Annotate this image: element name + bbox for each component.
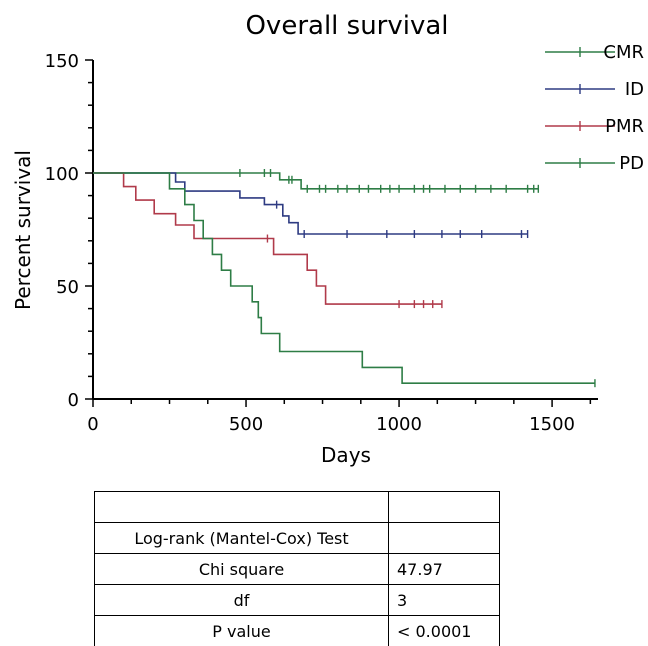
legend-item: PD bbox=[545, 153, 644, 174]
table-cell: 3 bbox=[389, 585, 500, 616]
series-pmr bbox=[93, 173, 442, 308]
table-cell: P value bbox=[95, 616, 389, 646]
legend-label: PD bbox=[619, 153, 644, 174]
table-cell bbox=[95, 492, 389, 523]
x-tick-label: 500 bbox=[229, 414, 263, 435]
legend-item: PMR bbox=[545, 116, 644, 137]
table-cell: 47.97 bbox=[389, 554, 500, 585]
table-row: df 3 bbox=[95, 585, 500, 616]
series-id bbox=[93, 173, 528, 238]
table-cell bbox=[389, 523, 500, 554]
table-cell: df bbox=[95, 585, 389, 616]
table-cell bbox=[389, 492, 500, 523]
chart-title: Overall survival bbox=[245, 11, 448, 41]
y-axis-label: Percent survival bbox=[11, 150, 35, 310]
table-row: Chi square 47.97 bbox=[95, 554, 500, 585]
legend-label: CMR bbox=[603, 42, 644, 63]
x-tick-label: 1000 bbox=[376, 414, 422, 435]
x-tick-label: 1500 bbox=[529, 414, 575, 435]
y-tick-label: 100 bbox=[45, 164, 79, 185]
x-tick-label: 0 bbox=[87, 414, 98, 435]
legend-item: CMR bbox=[545, 42, 644, 63]
table-row bbox=[95, 492, 500, 523]
y-tick-label: 150 bbox=[45, 51, 79, 72]
table-row: Log-rank (Mantel-Cox) Test bbox=[95, 523, 500, 554]
series-line bbox=[93, 173, 528, 234]
table-cell: Log-rank (Mantel-Cox) Test bbox=[95, 523, 389, 554]
legend-label: PMR bbox=[605, 116, 644, 137]
stats-table: Log-rank (Mantel-Cox) Test Chi square 47… bbox=[94, 491, 500, 646]
table-row: P value < 0.0001 bbox=[95, 616, 500, 646]
series-line bbox=[93, 173, 538, 189]
series-line bbox=[93, 173, 595, 383]
series-pd bbox=[93, 173, 595, 387]
x-axis-label: Days bbox=[321, 443, 371, 467]
legend-item: ID bbox=[545, 79, 644, 100]
series-group bbox=[93, 169, 595, 387]
legend: CMR ID PMR PD bbox=[545, 42, 644, 174]
table-cell: < 0.0001 bbox=[389, 616, 500, 646]
table-cell: Chi square bbox=[95, 554, 389, 585]
y-tick-label: 0 bbox=[68, 390, 79, 411]
legend-label: ID bbox=[625, 79, 644, 100]
y-tick-label: 50 bbox=[56, 277, 79, 298]
